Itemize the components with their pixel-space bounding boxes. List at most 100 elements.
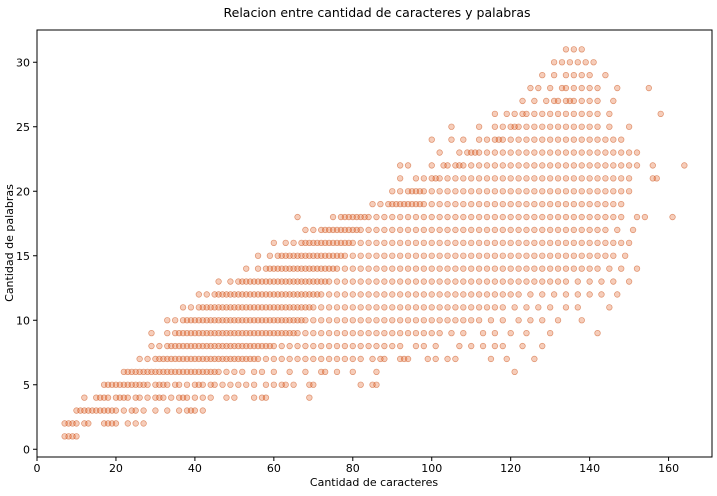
data-point xyxy=(570,97,577,105)
data-point xyxy=(507,213,514,221)
data-point xyxy=(124,394,131,401)
data-point xyxy=(428,188,435,195)
data-point xyxy=(475,252,483,259)
data-point xyxy=(294,213,301,221)
data-point xyxy=(444,200,451,208)
data-point xyxy=(341,265,349,272)
data-point xyxy=(523,200,530,208)
x-tick-label: 40 xyxy=(188,462,202,475)
data-point xyxy=(523,278,530,285)
data-point xyxy=(254,355,262,363)
data-point xyxy=(381,265,388,272)
data-point xyxy=(397,226,404,234)
data-point xyxy=(412,291,420,298)
data-point xyxy=(302,330,309,337)
data-point xyxy=(618,162,625,169)
data-point xyxy=(397,239,404,247)
data-point xyxy=(468,175,475,182)
data-point xyxy=(420,278,427,285)
data-point xyxy=(373,304,380,311)
data-point xyxy=(436,304,443,311)
data-point xyxy=(499,317,506,324)
data-point xyxy=(428,252,435,259)
chart-title: Relacion entre cantidad de caracteres y … xyxy=(224,5,531,20)
data-point xyxy=(539,278,546,285)
data-point xyxy=(452,278,459,285)
data-point xyxy=(586,123,593,130)
data-point xyxy=(547,252,554,259)
data-point xyxy=(420,291,427,298)
data-point xyxy=(207,394,214,401)
data-point xyxy=(389,213,396,221)
x-tick-label: 100 xyxy=(421,462,442,475)
data-point xyxy=(436,188,443,195)
data-point xyxy=(554,149,562,156)
data-point xyxy=(554,200,562,208)
data-point xyxy=(531,188,538,195)
data-point xyxy=(475,265,483,272)
data-point xyxy=(570,123,577,130)
data-point xyxy=(586,175,593,182)
data-point xyxy=(404,239,412,247)
data-point xyxy=(491,123,499,130)
data-point xyxy=(669,213,676,221)
data-point xyxy=(325,330,333,337)
data-point xyxy=(570,136,577,143)
data-point xyxy=(499,136,506,143)
data-point xyxy=(515,149,522,156)
data-point xyxy=(428,162,435,169)
data-point xyxy=(562,200,570,208)
data-point xyxy=(570,213,577,221)
data-point xyxy=(570,200,577,208)
data-point xyxy=(381,278,388,285)
data-point xyxy=(570,162,577,169)
data-point xyxy=(483,226,491,234)
data-point xyxy=(404,265,412,272)
data-point xyxy=(373,265,380,272)
data-point xyxy=(448,330,455,337)
data-point xyxy=(420,188,427,195)
data-point xyxy=(499,226,506,234)
y-tick-label: 15 xyxy=(16,250,30,263)
data-point xyxy=(483,188,491,195)
data-point xyxy=(357,239,364,247)
data-point xyxy=(432,355,439,363)
data-point xyxy=(357,226,364,234)
data-point xyxy=(349,239,356,247)
data-point xyxy=(85,420,92,427)
data-point xyxy=(539,291,546,298)
data-point xyxy=(578,226,585,234)
data-point xyxy=(333,355,341,363)
data-point xyxy=(515,226,522,234)
data-point xyxy=(436,149,443,156)
data-point xyxy=(590,59,597,66)
data-point xyxy=(483,175,491,182)
data-point xyxy=(554,239,562,247)
data-point xyxy=(148,330,155,337)
data-point xyxy=(602,175,609,182)
data-point xyxy=(412,252,420,259)
data-point xyxy=(483,149,491,156)
data-point xyxy=(333,368,341,376)
data-point xyxy=(491,213,499,221)
data-point xyxy=(602,136,609,143)
x-tick-label: 80 xyxy=(346,462,360,475)
data-point xyxy=(460,291,467,298)
data-point xyxy=(373,278,380,285)
data-point xyxy=(428,226,435,234)
data-point xyxy=(381,226,388,234)
data-point xyxy=(420,304,427,311)
data-point xyxy=(436,317,443,324)
data-point xyxy=(507,175,514,182)
data-point xyxy=(389,291,396,298)
data-point xyxy=(81,394,88,401)
data-point xyxy=(554,123,562,130)
data-point xyxy=(539,239,546,247)
data-point xyxy=(452,252,459,259)
data-point xyxy=(531,175,538,182)
points-layer xyxy=(61,46,688,440)
data-point xyxy=(625,188,633,195)
y-tick-label: 10 xyxy=(16,314,30,327)
data-point xyxy=(444,278,451,285)
data-point xyxy=(531,226,538,234)
